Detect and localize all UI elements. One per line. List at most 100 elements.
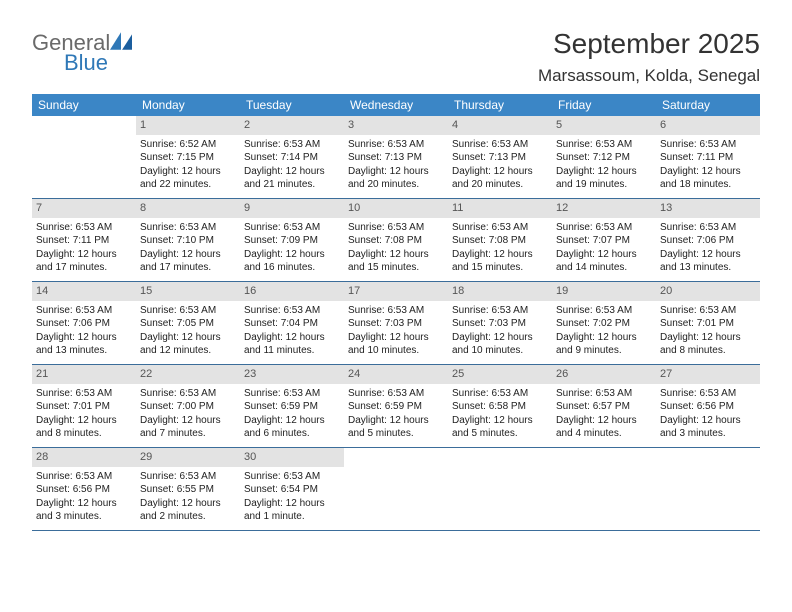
sunset-text: Sunset: 7:11 PM	[36, 234, 132, 248]
day-number: 13	[656, 199, 760, 218]
day-cell: 4Sunrise: 6:53 AMSunset: 7:13 PMDaylight…	[448, 116, 552, 198]
sunset-text: Sunset: 7:04 PM	[244, 317, 340, 331]
sunset-text: Sunset: 6:56 PM	[36, 483, 132, 497]
sail-icon	[110, 32, 132, 50]
daylight-text: Daylight: 12 hours and 21 minutes.	[244, 165, 340, 192]
day-number: 8	[136, 199, 240, 218]
sunrise-text: Sunrise: 6:53 AM	[556, 387, 652, 401]
sunset-text: Sunset: 7:15 PM	[140, 151, 236, 165]
sunset-text: Sunset: 7:01 PM	[36, 400, 132, 414]
day-cell: 14 Sunrise: 6:53 AMSunset: 7:06 PMDayligh…	[32, 282, 136, 364]
sunset-text: Sunset: 6:55 PM	[140, 483, 236, 497]
sunset-text: Sunset: 6:58 PM	[452, 400, 548, 414]
sunset-text: Sunset: 6:57 PM	[556, 400, 652, 414]
daylight-text: Daylight: 12 hours and 13 minutes.	[36, 331, 132, 358]
sunset-text: Sunset: 7:06 PM	[660, 234, 756, 248]
daylight-text: Daylight: 12 hours and 17 minutes.	[140, 248, 236, 275]
day-number: 1	[136, 116, 240, 135]
sunrise-text: Sunrise: 6:53 AM	[36, 221, 132, 235]
day-number: 25	[448, 365, 552, 384]
daylight-text: Daylight: 12 hours and 16 minutes.	[244, 248, 340, 275]
day-number: 2	[240, 116, 344, 135]
daylight-text: Daylight: 12 hours and 5 minutes.	[452, 414, 548, 441]
day-cell: 24Sunrise: 6:53 AMSunset: 6:59 PMDayligh…	[344, 365, 448, 447]
daylight-text: Daylight: 12 hours and 15 minutes.	[452, 248, 548, 275]
day-cell: 28Sunrise: 6:53 AMSunset: 6:56 PMDayligh…	[32, 448, 136, 530]
sunset-text: Sunset: 7:09 PM	[244, 234, 340, 248]
day-cell: 5Sunrise: 6:53 AMSunset: 7:12 PMDaylight…	[552, 116, 656, 198]
day-number: 10	[344, 199, 448, 218]
sunrise-text: Sunrise: 6:53 AM	[348, 304, 444, 318]
day-cell: 12Sunrise: 6:53 AMSunset: 7:07 PMDayligh…	[552, 199, 656, 281]
daylight-text: Daylight: 12 hours and 4 minutes.	[556, 414, 652, 441]
day-cell	[344, 448, 448, 530]
sunset-text: Sunset: 7:03 PM	[348, 317, 444, 331]
sunrise-text: Sunrise: 6:53 AM	[348, 387, 444, 401]
day-of-week-row: SundayMondayTuesdayWednesdayThursdayFrid…	[32, 94, 760, 116]
day-number: 6	[656, 116, 760, 135]
day-number: 11	[448, 199, 552, 218]
sunset-text: Sunset: 7:08 PM	[452, 234, 548, 248]
day-cell: 29Sunrise: 6:53 AMSunset: 6:55 PMDayligh…	[136, 448, 240, 530]
daylight-text: Daylight: 12 hours and 20 minutes.	[348, 165, 444, 192]
sunset-text: Sunset: 7:03 PM	[452, 317, 548, 331]
daylight-text: Daylight: 12 hours and 6 minutes.	[244, 414, 340, 441]
day-cell: 11 Sunrise: 6:53 AMSunset: 7:08 PMDayligh…	[448, 199, 552, 281]
sunset-text: Sunset: 7:06 PM	[36, 317, 132, 331]
daylight-text: Daylight: 12 hours and 11 minutes.	[244, 331, 340, 358]
day-cell: 17 Sunrise: 6:53 AMSunset: 7:03 PMDayligh…	[344, 282, 448, 364]
daylight-text: Daylight: 12 hours and 19 minutes.	[556, 165, 652, 192]
sunset-text: Sunset: 6:56 PM	[660, 400, 756, 414]
day-number: 23	[240, 365, 344, 384]
day-cell: 20Sunrise: 6:53 AMSunset: 7:01 PMDayligh…	[656, 282, 760, 364]
day-cell: 3 Sunrise: 6:53 AMSunset: 7:13 PMDaylight…	[344, 116, 448, 198]
day-cell	[448, 448, 552, 530]
day-number: 22	[136, 365, 240, 384]
weeks-container: 1Sunrise: 6:52 AMSunset: 7:15 PMDaylight…	[32, 116, 760, 531]
day-number: 14	[32, 282, 136, 301]
sunset-text: Sunset: 7:12 PM	[556, 151, 652, 165]
daylight-text: Daylight: 12 hours and 8 minutes.	[36, 414, 132, 441]
week-row: 14Sunrise: 6:53 AMSunset: 7:06 PMDayligh…	[32, 282, 760, 365]
day-number: 17	[344, 282, 448, 301]
logo-word2: Blue	[32, 52, 132, 74]
sunrise-text: Sunrise: 6:53 AM	[556, 221, 652, 235]
sunrise-text: Sunrise: 6:53 AM	[452, 221, 548, 235]
sunset-text: Sunset: 7:01 PM	[660, 317, 756, 331]
sunrise-text: Sunrise: 6:53 AM	[452, 138, 548, 152]
daylight-text: Daylight: 12 hours and 3 minutes.	[36, 497, 132, 524]
daylight-text: Daylight: 12 hours and 20 minutes.	[452, 165, 548, 192]
daylight-text: Daylight: 12 hours and 14 minutes.	[556, 248, 652, 275]
sunset-text: Sunset: 7:14 PM	[244, 151, 340, 165]
day-number: 12	[552, 199, 656, 218]
sunrise-text: Sunrise: 6:53 AM	[36, 304, 132, 318]
day-cell: 22Sunrise: 6:53 AMSunset: 7:00 PMDayligh…	[136, 365, 240, 447]
sunrise-text: Sunrise: 6:53 AM	[452, 387, 548, 401]
day-cell: 25 Sunrise: 6:53 AMSunset: 6:58 PMDayligh…	[448, 365, 552, 447]
day-number: 16	[240, 282, 344, 301]
day-number: 27	[656, 365, 760, 384]
day-cell: 19Sunrise: 6:53 AMSunset: 7:02 PMDayligh…	[552, 282, 656, 364]
sunset-text: Sunset: 7:08 PM	[348, 234, 444, 248]
header: General Blue September 2025 Marsassoum, …	[32, 28, 760, 86]
day-cell	[32, 116, 136, 198]
day-cell: 8Sunrise: 6:53 AMSunset: 7:10 PMDaylight…	[136, 199, 240, 281]
day-cell: 6Sunrise: 6:53 AMSunset: 7:11 PMDaylight…	[656, 116, 760, 198]
sunset-text: Sunset: 7:11 PM	[660, 151, 756, 165]
day-number: 21	[32, 365, 136, 384]
sunrise-text: Sunrise: 6:53 AM	[140, 221, 236, 235]
day-number: 3	[344, 116, 448, 135]
daylight-text: Daylight: 12 hours and 9 minutes.	[556, 331, 652, 358]
sunrise-text: Sunrise: 6:53 AM	[556, 304, 652, 318]
dow-cell: Friday	[552, 94, 656, 116]
logo-text: General Blue	[32, 32, 132, 74]
sunrise-text: Sunrise: 6:53 AM	[348, 138, 444, 152]
sunrise-text: Sunrise: 6:53 AM	[140, 304, 236, 318]
daylight-text: Daylight: 12 hours and 15 minutes.	[348, 248, 444, 275]
week-row: 7Sunrise: 6:53 AMSunset: 7:11 PMDaylight…	[32, 199, 760, 282]
daylight-text: Daylight: 12 hours and 10 minutes.	[348, 331, 444, 358]
sunrise-text: Sunrise: 6:53 AM	[348, 221, 444, 235]
daylight-text: Daylight: 12 hours and 13 minutes.	[660, 248, 756, 275]
day-cell: 9Sunrise: 6:53 AMSunset: 7:09 PMDaylight…	[240, 199, 344, 281]
sunset-text: Sunset: 7:13 PM	[348, 151, 444, 165]
